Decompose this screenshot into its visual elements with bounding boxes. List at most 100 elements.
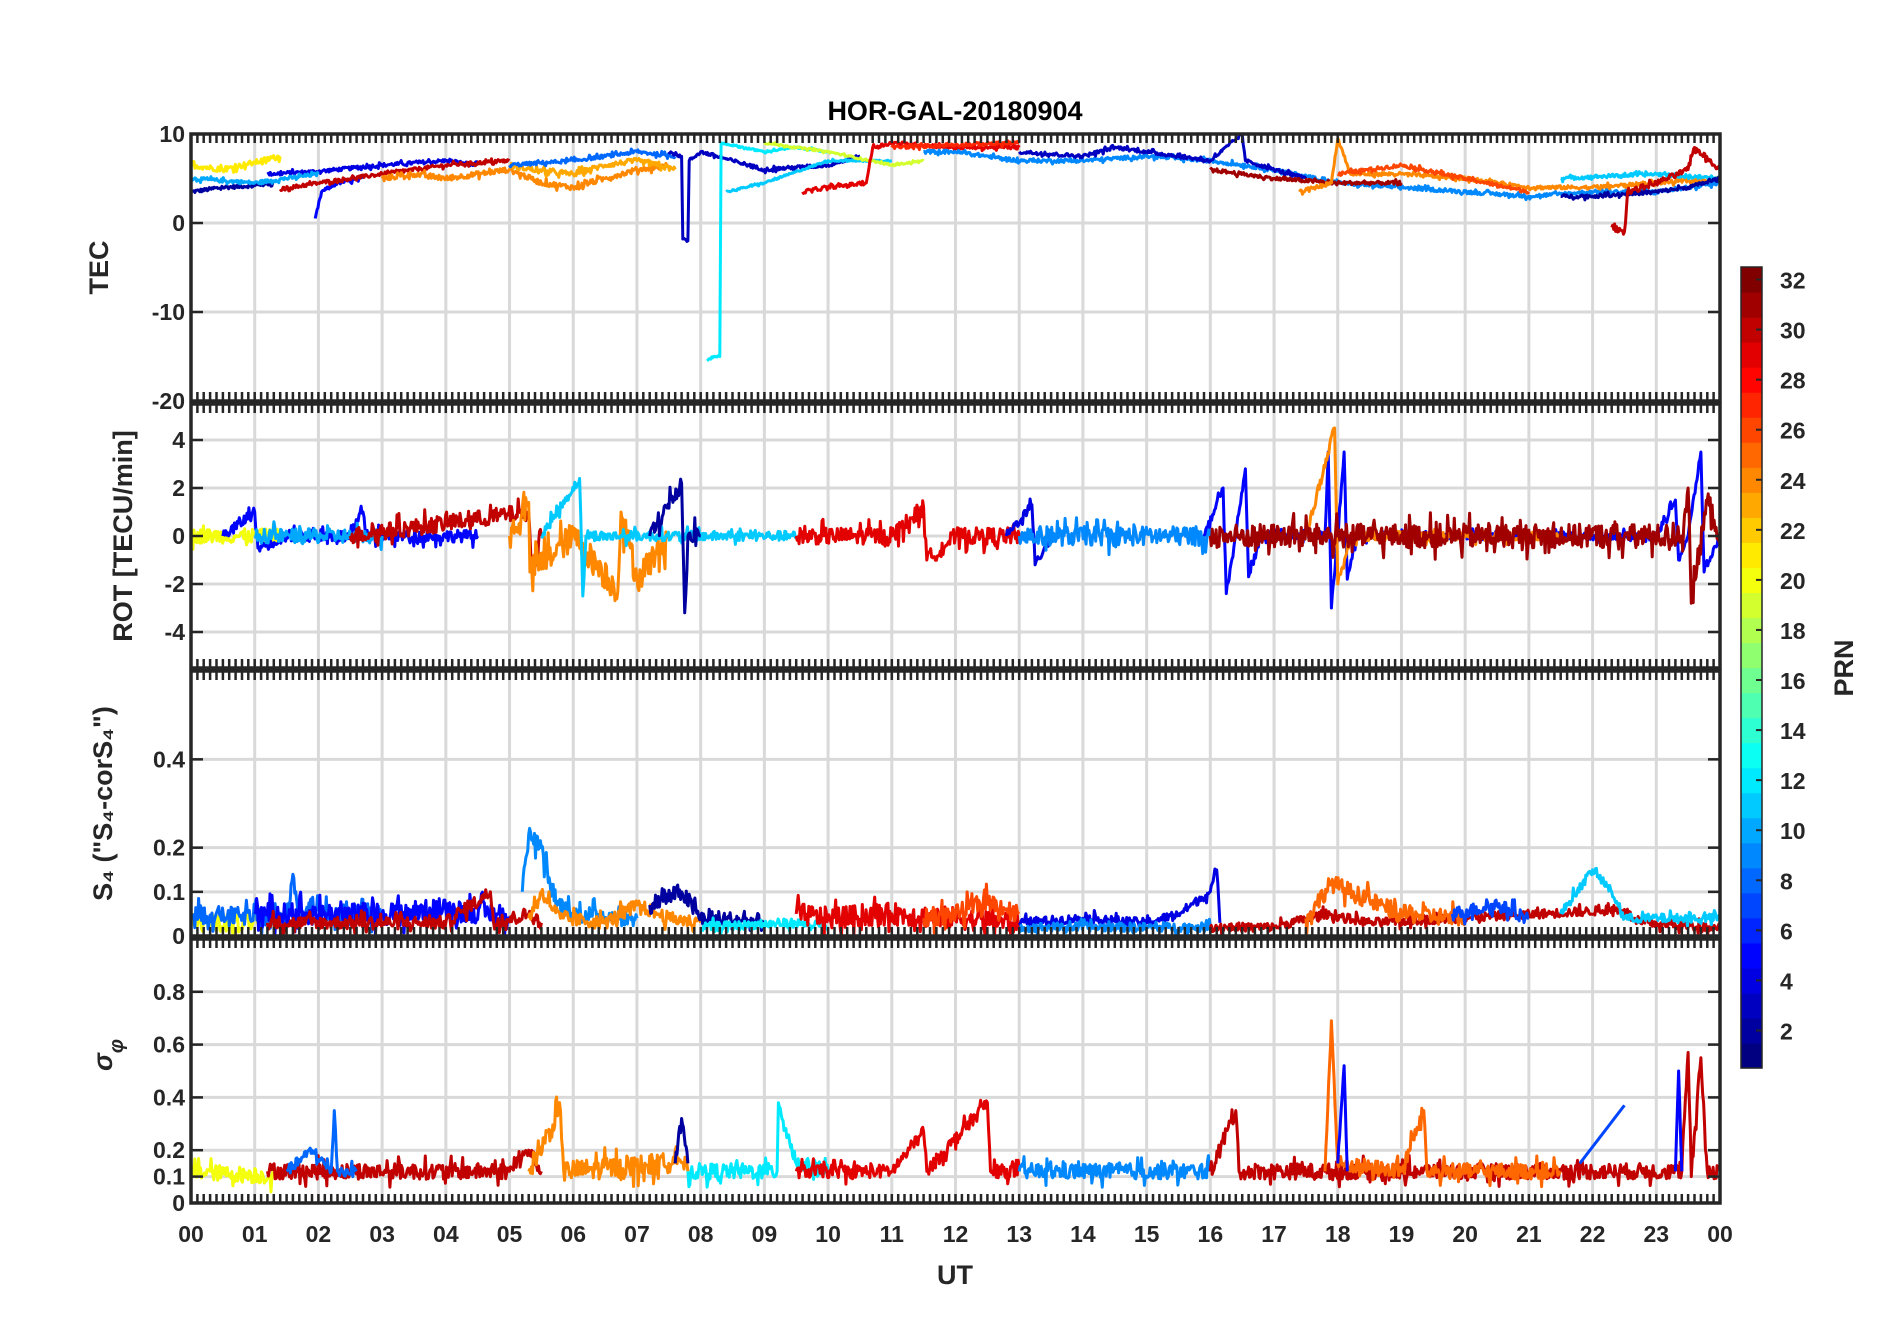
y-tick-label: 0 bbox=[172, 210, 185, 236]
series-line-prn-23 bbox=[508, 156, 677, 179]
y-tick-label: 0.1 bbox=[153, 879, 185, 905]
colorbar-swatch bbox=[1741, 767, 1762, 794]
panel-s4: 0 0.1 0.2 0.4 S₄ ("S₄-corS₄") bbox=[88, 669, 1722, 949]
x-tick-label: 06 bbox=[560, 1221, 586, 1247]
x-tick-label: 03 bbox=[369, 1221, 395, 1247]
colorbar-tick-label: 2 bbox=[1780, 1018, 1793, 1044]
x-minor-ticks bbox=[189, 671, 1722, 936]
colorbar-tick-label: 20 bbox=[1780, 568, 1806, 594]
colorbar-swatch bbox=[1741, 842, 1762, 869]
y-tick-label: 0 bbox=[172, 1190, 185, 1216]
colorbar-tick-label: 8 bbox=[1780, 868, 1793, 894]
series-line-prn-29 bbox=[794, 499, 1021, 562]
colorbar-swatch bbox=[1741, 492, 1762, 518]
y-tick-label: -2 bbox=[165, 571, 185, 597]
colorbar-tick-label: 26 bbox=[1780, 418, 1806, 444]
colorbar-swatch bbox=[1741, 892, 1762, 919]
x-tick-label: 20 bbox=[1452, 1221, 1478, 1247]
colorbar-tick-label: 6 bbox=[1780, 918, 1793, 944]
y-tick-label: 4 bbox=[172, 427, 185, 453]
chart-title: HOR-GAL-20180904 bbox=[827, 96, 1082, 126]
x-tick-label: 22 bbox=[1580, 1221, 1606, 1247]
series-line-prn-9 bbox=[1017, 516, 1212, 557]
x-tick-label: 09 bbox=[752, 1221, 778, 1247]
y-tick-label: 0.4 bbox=[153, 746, 185, 772]
series-line-prn-24 bbox=[527, 1095, 690, 1188]
series-line-prn-2 bbox=[648, 477, 702, 615]
colorbar-swatch bbox=[1741, 567, 1762, 594]
series-line-prn-24 bbox=[508, 490, 670, 603]
x-tick-label: 08 bbox=[688, 1221, 714, 1247]
x-tick-label: 12 bbox=[943, 1221, 969, 1247]
colorbar-tick-label: 32 bbox=[1780, 268, 1806, 294]
y-tick-label: 0.8 bbox=[153, 979, 185, 1005]
series-line-prn-31 bbox=[1209, 167, 1403, 187]
colorbar-tick-label: 14 bbox=[1780, 718, 1806, 744]
colorbar-swatch bbox=[1741, 717, 1762, 744]
colorbar-swatch bbox=[1741, 692, 1762, 719]
x-minor-ticks bbox=[189, 134, 1722, 401]
panel-tec: 10 0 -10 -20 TEC bbox=[84, 121, 1722, 414]
series-line-prn-5 bbox=[1673, 1069, 1684, 1172]
series-line-prn-30 bbox=[278, 157, 511, 193]
series-line-prn-24 bbox=[380, 161, 670, 192]
y-tick-label: 0.6 bbox=[153, 1032, 185, 1058]
series-line-prn-12 bbox=[706, 141, 829, 363]
colorbar-swatch bbox=[1741, 742, 1762, 769]
colorbar-swatch bbox=[1741, 792, 1762, 819]
series-line-prn-3 bbox=[1018, 134, 1308, 180]
x-tick-label: 07 bbox=[624, 1221, 650, 1247]
colorbar-tick-label: 22 bbox=[1780, 518, 1806, 544]
colorbar-tick-label: 10 bbox=[1780, 818, 1806, 844]
x-axis-label: UT bbox=[937, 1260, 973, 1290]
x-tick-label: 00 bbox=[178, 1221, 204, 1247]
series-line-prn-24 bbox=[527, 887, 703, 933]
series-line-prn-20 bbox=[191, 1157, 276, 1194]
x-tick-label: 14 bbox=[1070, 1221, 1096, 1247]
series-line-prn-4 bbox=[1017, 867, 1222, 932]
x-minor-ticks bbox=[189, 939, 1722, 1203]
series-group bbox=[191, 134, 1720, 363]
x-tick-label: 01 bbox=[242, 1221, 268, 1247]
colorbar-tick-label: 24 bbox=[1780, 468, 1806, 494]
colorbar-swatch bbox=[1741, 592, 1762, 619]
series-line-prn-31 bbox=[1208, 486, 1720, 605]
colorbar-swatch bbox=[1741, 392, 1762, 418]
series-line-prn-4 bbox=[1005, 497, 1053, 567]
colorbar-swatch bbox=[1741, 517, 1762, 543]
x-tick-label: 21 bbox=[1516, 1221, 1542, 1247]
colorbar-box bbox=[1740, 266, 1763, 1069]
x-tick-label: 05 bbox=[497, 1221, 523, 1247]
colorbar-swatch bbox=[1741, 667, 1762, 694]
y-tick-label: 2 bbox=[172, 475, 185, 501]
series-line-prn-11 bbox=[540, 476, 798, 598]
x-tick-label: 19 bbox=[1389, 1221, 1415, 1247]
series-line-prn-7 bbox=[1578, 1104, 1626, 1165]
series-line-prn-29 bbox=[801, 140, 1021, 195]
series-line-prn-11 bbox=[1559, 866, 1720, 928]
y-tick-label: -20 bbox=[152, 388, 185, 414]
series-line-prn-26 bbox=[1336, 162, 1531, 195]
colorbar-tick-label: 16 bbox=[1780, 668, 1806, 694]
colorbar-swatch bbox=[1741, 467, 1762, 493]
series-line-prn-7 bbox=[1450, 898, 1530, 926]
colorbar-swatch bbox=[1741, 317, 1762, 343]
y-tick-label: -4 bbox=[165, 619, 186, 645]
colorbar-swatch bbox=[1741, 367, 1762, 393]
colorbar-tick-label: 4 bbox=[1780, 968, 1793, 994]
x-minor-ticks bbox=[189, 404, 1722, 668]
colorbar-swatch bbox=[1741, 817, 1762, 844]
series-line-prn-3 bbox=[667, 149, 861, 243]
colorbar-swatch bbox=[1741, 1017, 1762, 1044]
y-tick-label: 0 bbox=[172, 923, 185, 949]
series-group bbox=[191, 826, 1720, 936]
colorbar-swatch bbox=[1741, 617, 1762, 644]
colorbar-swatch bbox=[1741, 542, 1762, 568]
series-line-prn-2 bbox=[191, 180, 275, 194]
y-tick-label: 0.1 bbox=[153, 1164, 185, 1190]
colorbar-swatch bbox=[1741, 267, 1762, 293]
panel-sigma: 00.10.2 0.4 0.6 0.8 σφ bbox=[88, 937, 1722, 1216]
series-line-prn-26 bbox=[922, 882, 1021, 935]
